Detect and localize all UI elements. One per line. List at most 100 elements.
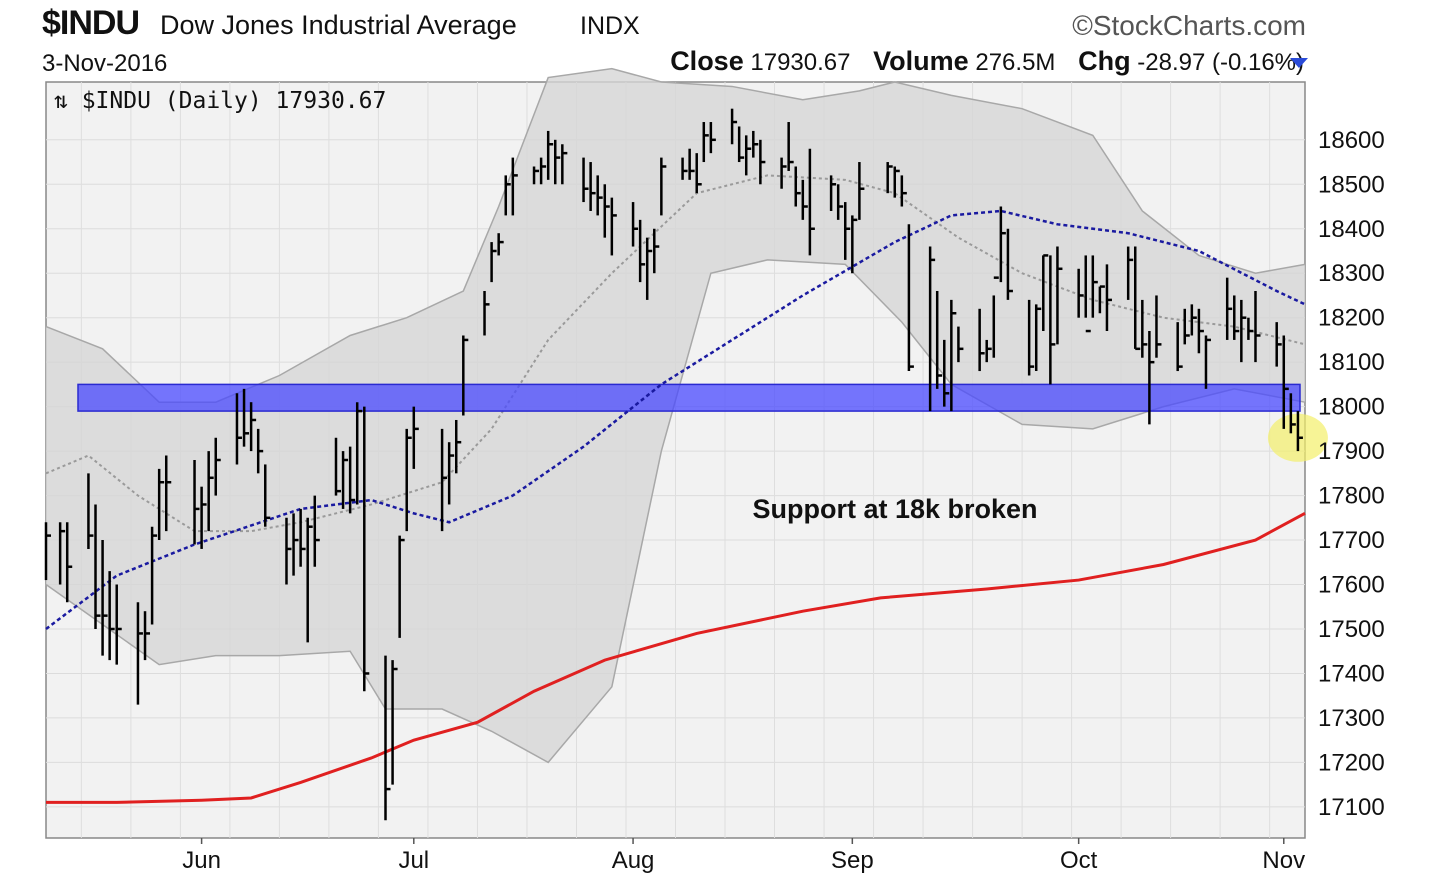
price-bar [157, 468, 165, 541]
y-tick-label: 18400 [1318, 216, 1385, 243]
security-name: Dow Jones Industrial Average [160, 10, 517, 40]
price-bar [334, 437, 341, 496]
price-bar [44, 522, 51, 581]
price-bar [249, 402, 257, 452]
price-bar [1225, 277, 1233, 340]
price-bar [504, 175, 511, 216]
volume-value: 276.5M [975, 49, 1056, 76]
x-tick-label: Sep [831, 847, 874, 874]
price-bar [886, 162, 893, 194]
price-bar [780, 157, 787, 189]
price-bar [164, 455, 172, 532]
price-bar [391, 660, 398, 785]
volume-label: Volume [873, 46, 969, 76]
price-bar [561, 144, 568, 185]
price-bar [539, 157, 547, 185]
price-bar [398, 535, 405, 638]
x-tick-label: Jul [398, 847, 429, 874]
price-bar [1282, 335, 1289, 429]
price-bar [1240, 299, 1247, 363]
y-tick-label: 17900 [1318, 438, 1385, 465]
price-bar [660, 157, 667, 216]
price-bar [1098, 285, 1105, 314]
price-bar [978, 308, 985, 372]
price-bar [829, 175, 837, 211]
price-bar [1275, 322, 1282, 367]
price-bar [681, 157, 688, 180]
price-bar [928, 246, 936, 412]
y-tick-label: 18000 [1318, 394, 1385, 421]
bollinger-band-fill [46, 68, 1305, 763]
price-bar [264, 464, 271, 527]
price-bar [490, 242, 497, 283]
price-bar [115, 584, 122, 665]
price-bar [405, 428, 412, 532]
price-bar [554, 139, 561, 185]
price-bar [638, 219, 646, 283]
price-bar [87, 473, 94, 549]
y-tick-label: 18300 [1318, 260, 1385, 287]
price-bar [1183, 308, 1190, 345]
price-bar [1105, 264, 1112, 332]
price-bar [907, 224, 914, 372]
price-bar [150, 526, 158, 625]
price-bar [348, 446, 356, 514]
quote-stats: Close 17930.67 Volume 276.5M Chg -28.97 … [670, 46, 1304, 77]
price-bar [709, 122, 716, 154]
price-bar [992, 276, 999, 358]
price-bar [306, 517, 313, 643]
price-bar [313, 495, 320, 567]
y-tick-label: 17700 [1318, 527, 1385, 554]
price-bar [943, 339, 950, 407]
price-bar [1034, 304, 1042, 372]
sma200-line [46, 512, 1306, 804]
price-bar [737, 126, 745, 163]
chart-header: $INDU Dow Jones Industrial Average INDX … [0, 0, 1444, 80]
price-bar [447, 442, 455, 505]
price-bar [596, 175, 603, 216]
price-bar [1049, 255, 1056, 385]
price-bar [1254, 291, 1261, 363]
price-bar [985, 339, 992, 363]
price-bar [1289, 393, 1296, 434]
price-bar [58, 522, 66, 585]
price-bar [730, 108, 738, 145]
price-bar [143, 611, 151, 661]
price-bar [787, 122, 794, 171]
price-bar [108, 571, 115, 661]
price-bar [483, 291, 490, 336]
price-bar [1091, 255, 1098, 318]
price-bar [836, 184, 844, 220]
price-bar [688, 148, 695, 180]
support-band [77, 383, 1301, 412]
y-tick-label: 17500 [1318, 616, 1385, 643]
price-bar [1133, 246, 1141, 351]
x-tick-label: Nov [1262, 847, 1305, 874]
price-bar [653, 228, 660, 274]
price-bar [645, 237, 653, 300]
price-bar [582, 157, 589, 203]
x-tick-label: Jun [182, 847, 221, 874]
price-bar [1176, 322, 1183, 372]
price-bar [695, 153, 702, 194]
price-bar [285, 517, 292, 585]
price-bar [744, 135, 752, 176]
price-bar [759, 139, 766, 185]
support-annotation: Support at 18k broken [752, 494, 1037, 524]
price-bar [65, 522, 73, 603]
price-bar [1084, 255, 1091, 333]
price-bar [511, 157, 518, 216]
price-bar [1155, 295, 1162, 358]
price-bar [341, 451, 349, 509]
price-bar [101, 540, 108, 656]
price-bar [1190, 304, 1197, 336]
y-tick-label: 18500 [1318, 171, 1385, 198]
price-bar [412, 406, 419, 469]
price-bar [1077, 268, 1084, 318]
price-bar [292, 513, 299, 576]
sma50-line [45, 209, 1306, 630]
chg-value: -28.97 (-0.16%) [1137, 49, 1304, 76]
price-bar [1042, 254, 1049, 332]
price-bar [1296, 411, 1303, 452]
